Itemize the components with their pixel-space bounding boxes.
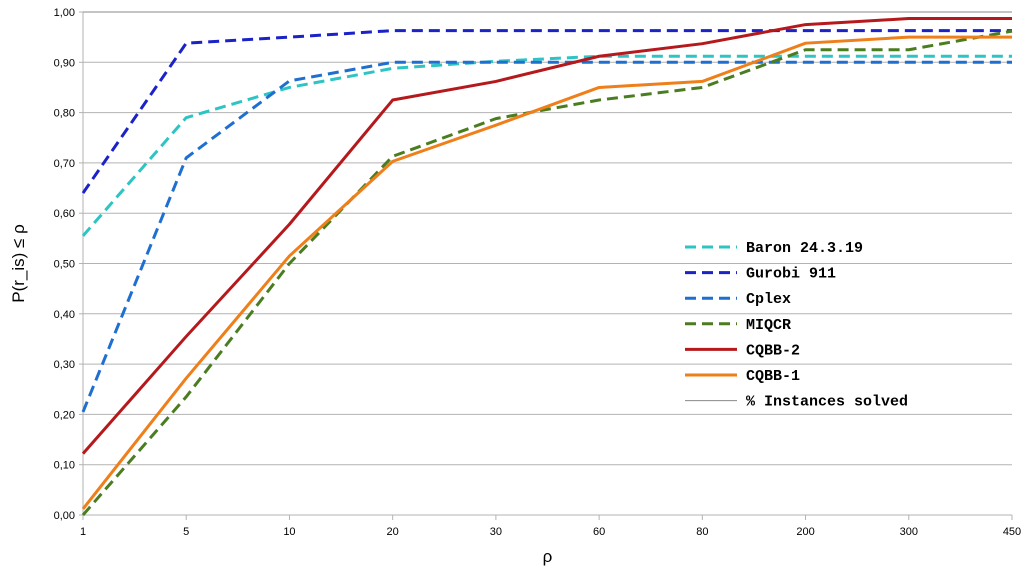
series-line-cplex: [81, 60, 1012, 413]
axes: 0,00 0,10 0,20 0,30 0,40 0,50 0,60 0,70 0,80 0,90…: [54, 7, 1022, 538]
x-tick-label: 5: [183, 526, 189, 538]
y-tick-label: 0,30: [54, 359, 75, 371]
series-line-cqbb-1: [81, 35, 1012, 510]
y-tick-label: 0,40: [54, 309, 75, 321]
legend-label: CQBB-1: [746, 368, 800, 385]
series-line-gurobi-911: [81, 29, 1012, 194]
y-axis-title: P(r_is) ≤ ρ: [9, 224, 28, 303]
x-axis-title: ρ: [543, 547, 553, 566]
x-tick-label: 60: [593, 526, 605, 538]
x-tick-label: 20: [387, 526, 399, 538]
series-line-baron-24-3-19: [81, 54, 1012, 237]
y-tick-label: 1,00: [54, 7, 75, 19]
legend-label: % Instances solved: [746, 394, 908, 411]
series-line-miqcr: [81, 29, 1013, 516]
x-tick-label: 200: [796, 526, 814, 538]
legend-label: Gurobi 911: [746, 266, 836, 283]
series-lines: [81, 11, 1013, 516]
x-tick-label: 1: [80, 526, 86, 538]
legend-label: CQBB-2: [746, 342, 800, 359]
x-tick-label: 80: [696, 526, 708, 538]
y-tick-label: 0,90: [54, 57, 75, 69]
legend: Baron 24.3.19 Gurobi 911 Cplex MIQCR CQBB-2 C…: [685, 240, 908, 411]
legend-label: MIQCR: [746, 317, 791, 334]
y-tick-label: 0,00: [54, 510, 75, 522]
legend-label: Cplex: [746, 291, 791, 308]
y-tick-label: 0,10: [54, 460, 75, 472]
y-tick-label: 0,70: [54, 158, 75, 170]
y-tick-label: 0,60: [54, 208, 75, 220]
x-tick-label: 30: [490, 526, 502, 538]
y-tick-label: 0,50: [54, 259, 75, 271]
y-tick-label: 0,80: [54, 108, 75, 120]
gridlines: [83, 11, 1012, 516]
x-tick-label: 300: [900, 526, 918, 538]
legend-label: Baron 24.3.19: [746, 240, 863, 257]
x-tick-label: 450: [1003, 526, 1021, 538]
x-tick-label: 10: [283, 526, 295, 538]
y-tick-label: 0,20: [54, 409, 75, 421]
series-line-cqbb-2: [81, 17, 1012, 455]
